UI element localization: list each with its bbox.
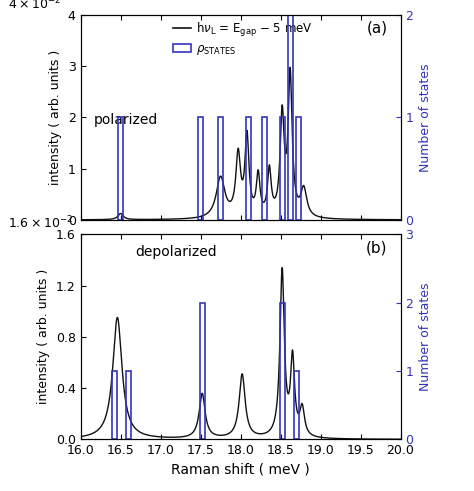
Bar: [246, 117, 251, 220]
Text: $1.6 \times 10^{-2}$: $1.6 \times 10^{-2}$: [9, 215, 73, 231]
Text: depolarized: depolarized: [135, 245, 217, 259]
Bar: [218, 117, 223, 220]
Text: $4 \times 10^{-2}$: $4 \times 10^{-2}$: [9, 0, 62, 12]
Y-axis label: intensity ( arb. units ): intensity ( arb. units ): [37, 269, 50, 405]
Bar: [118, 117, 123, 220]
Bar: [296, 117, 301, 220]
Y-axis label: intensity ( arb. units ): intensity ( arb. units ): [49, 50, 62, 185]
Bar: [111, 371, 117, 439]
Y-axis label: Number of states: Number of states: [419, 63, 432, 171]
Bar: [262, 117, 267, 220]
Bar: [280, 117, 285, 220]
X-axis label: Raman shift ( meV ): Raman shift ( meV ): [171, 463, 310, 477]
Text: (a): (a): [366, 21, 388, 36]
Bar: [288, 15, 293, 220]
Bar: [280, 302, 285, 439]
Legend: h$\nu_\mathrm{L}$ = E$_\mathrm{gap}$ $-$ 5 meV, $\rho_\mathrm{STATES}$: h$\nu_\mathrm{L}$ = E$_\mathrm{gap}$ $-$…: [173, 21, 313, 57]
Y-axis label: Number of states: Number of states: [419, 283, 432, 391]
Bar: [200, 302, 205, 439]
Text: polarized: polarized: [93, 113, 158, 127]
Bar: [198, 117, 203, 220]
Bar: [294, 371, 299, 439]
Bar: [126, 371, 131, 439]
Text: (b): (b): [366, 241, 388, 255]
